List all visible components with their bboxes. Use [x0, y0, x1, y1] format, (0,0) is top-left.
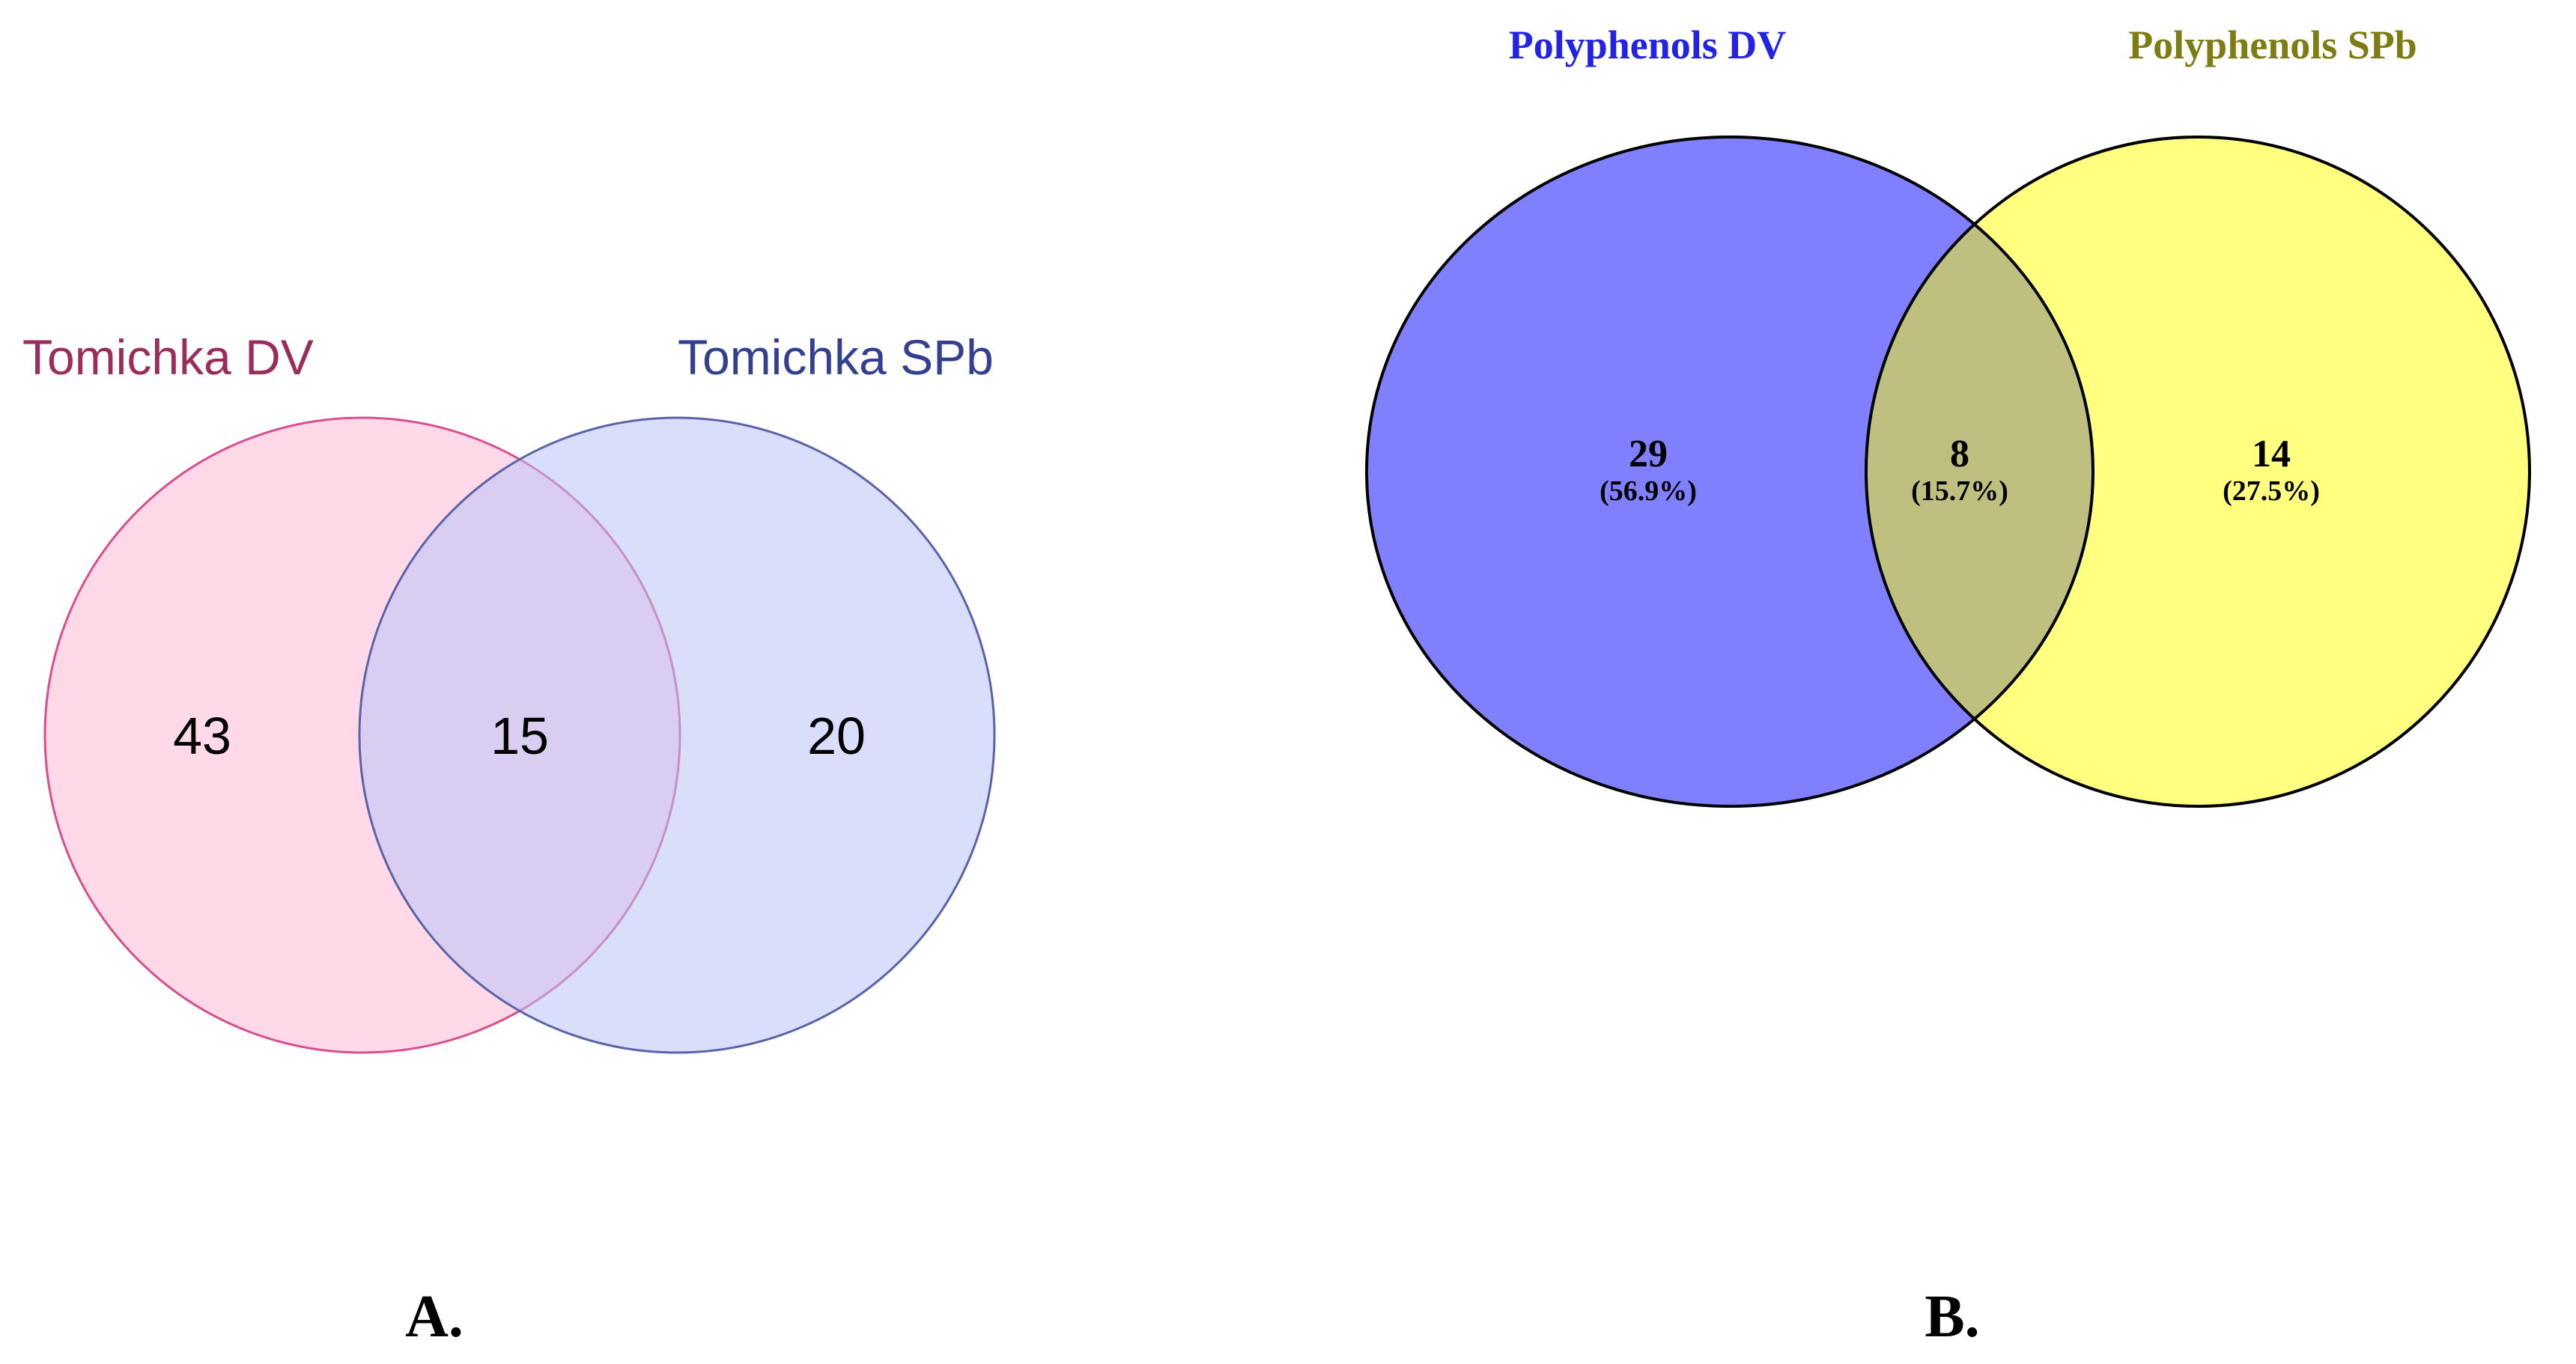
region-percent-spb-only: (27.5%) [2223, 475, 2320, 507]
panel-label-a: A. [405, 1284, 464, 1350]
region-count-spb-only: 20 [807, 707, 866, 765]
set-label-polyphenols-dv: Polyphenols DV [1509, 22, 1787, 67]
set-label-tomichka-spb: Tomichka SPb [678, 329, 994, 385]
panel-label-b: B. [1925, 1284, 1979, 1350]
set-circle-tomichka-spb [358, 416, 996, 1054]
region-percent-intersection: (15.7%) [1911, 475, 2008, 507]
panel-b: Polyphenols DV Polyphenols SPb 29 (56.9%… [1365, 22, 2531, 1350]
region-count-intersection: 15 [490, 707, 549, 765]
set-label-polyphenols-spb: Polyphenols SPb [2128, 22, 2417, 67]
region-count-dv-only: 43 [173, 707, 231, 765]
region-count-spb-only: 14 [2252, 433, 2291, 475]
panel-a: Tomichka DV Tomichka SPb 43 15 20 A. [22, 329, 996, 1350]
set-outline-polyphenols-dv [1365, 136, 2094, 808]
region-count-intersection: 8 [1950, 433, 1969, 475]
region-count-dv-only: 29 [1629, 433, 1668, 475]
set-label-tomichka-dv: Tomichka DV [22, 329, 314, 385]
intersection-region [1866, 137, 2093, 806]
region-percent-dv-only: (56.9%) [1600, 475, 1697, 507]
set-outline-polyphenols-spb [1865, 136, 2531, 808]
